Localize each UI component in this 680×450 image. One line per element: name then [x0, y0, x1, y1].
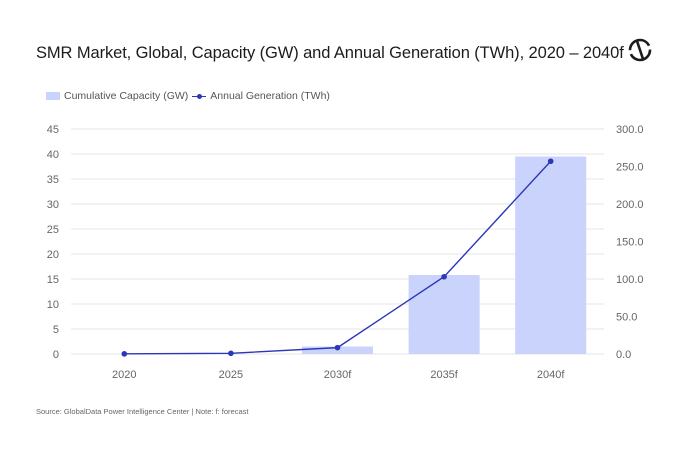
- legend-label-generation: Annual Generation (TWh): [210, 90, 330, 102]
- y-right-tick-label: 0.0: [616, 349, 631, 361]
- y-left-tick-label: 30: [47, 199, 59, 211]
- x-tick-label: 2025: [219, 369, 243, 381]
- x-tick-label: 2030f: [324, 369, 352, 381]
- legend-swatch-capacity: [46, 92, 60, 100]
- y-right-tick-label: 300.0: [616, 124, 644, 136]
- y-left-tick-label: 10: [47, 299, 59, 311]
- y-left-tick-label: 25: [47, 224, 59, 236]
- y-right-tick-label: 100.0: [616, 274, 644, 286]
- point-generation: [334, 344, 341, 351]
- source-note: Source: GlobalData Power Intelligence Ce…: [36, 407, 249, 416]
- legend-swatch-generation: [192, 92, 207, 100]
- x-tick-label: 2020: [112, 369, 136, 381]
- y-right-tick-label: 250.0: [616, 162, 644, 174]
- y-left-tick-label: 20: [47, 249, 59, 261]
- line-generation: [124, 160, 552, 355]
- point-generation: [121, 351, 128, 357]
- y-right-tick-label: 50.0: [616, 312, 637, 324]
- x-tick-label: 2040f: [537, 369, 565, 381]
- y-right-tick-label: 200.0: [616, 199, 644, 211]
- y-left-tick-label: 35: [47, 174, 59, 186]
- y-left-tick-label: 15: [47, 274, 59, 286]
- chart-title: SMR Market, Global, Capacity (GW) and An…: [36, 44, 624, 62]
- bar-capacity: [408, 275, 480, 354]
- legend-label-capacity: Cumulative Capacity (GW): [64, 90, 189, 102]
- globaldata-logo-icon: [628, 38, 652, 62]
- chart-legend: Cumulative Capacity (GW) Annual Generati…: [46, 90, 330, 102]
- point-generation: [547, 158, 554, 165]
- point-generation: [441, 273, 447, 280]
- y-left-tick-label: 40: [47, 149, 59, 161]
- point-generation: [228, 350, 234, 357]
- y-left-tick-label: 45: [47, 124, 59, 136]
- bar-capacity: [515, 156, 587, 354]
- y-right-tick-label: 150.0: [616, 237, 644, 249]
- y-left-tick-label: 5: [53, 324, 59, 336]
- x-tick-label: 2035f: [430, 369, 458, 381]
- y-left-tick-label: 0: [53, 349, 59, 361]
